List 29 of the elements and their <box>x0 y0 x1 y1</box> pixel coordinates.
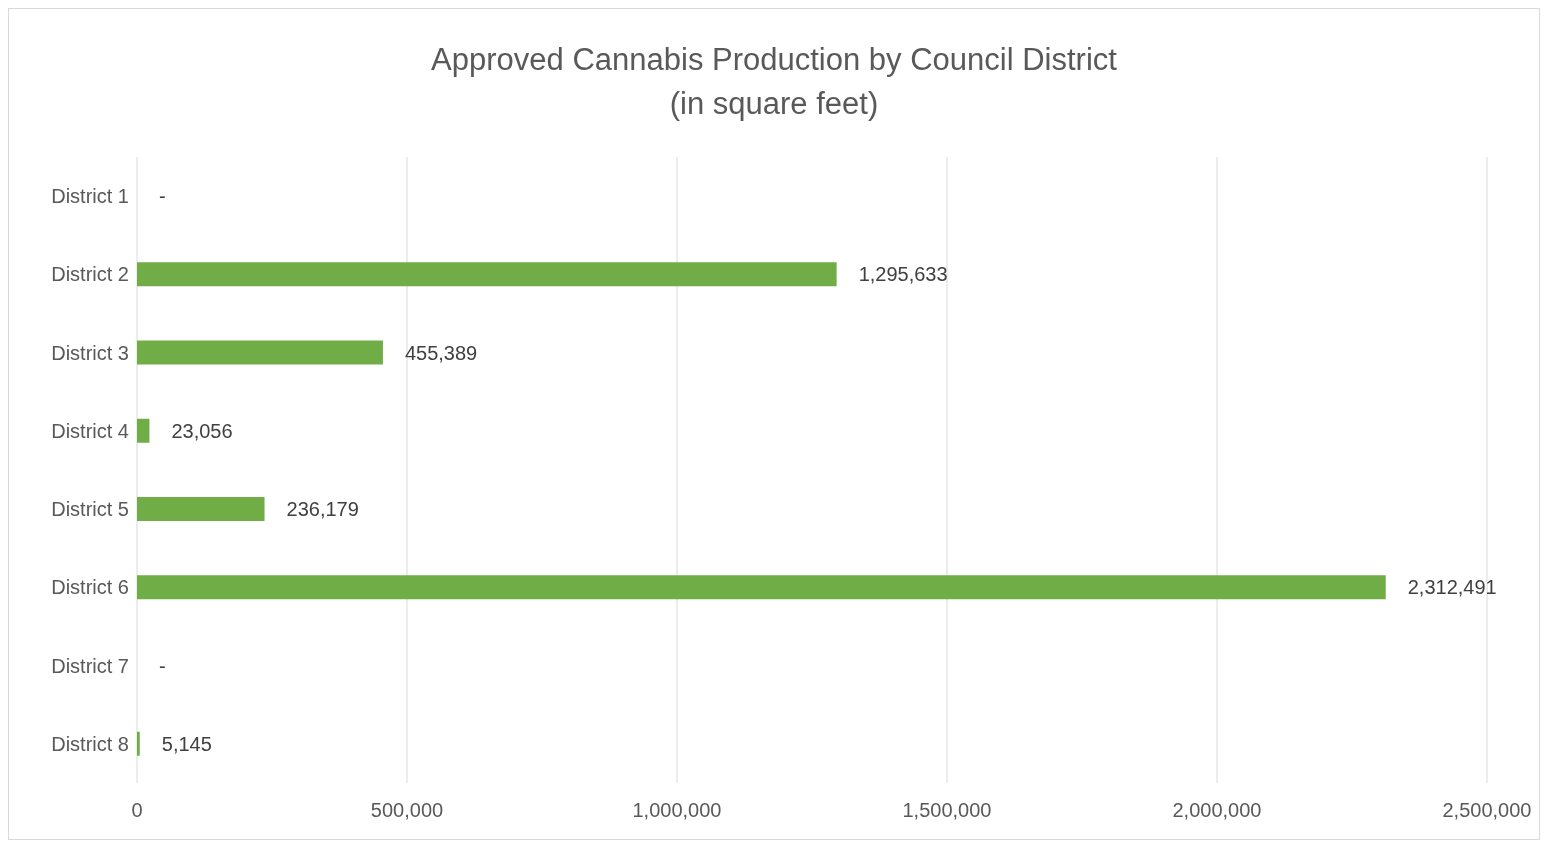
y-tick-label: District 5 <box>51 498 129 521</box>
data-label: 23,056 <box>171 419 233 442</box>
bar <box>137 731 140 756</box>
y-tick-label: District 6 <box>51 576 129 599</box>
x-tick-label: 1,000,000 <box>632 799 722 822</box>
y-tick-label: District 3 <box>51 341 129 364</box>
bar <box>137 575 1386 600</box>
data-label: - <box>159 185 166 208</box>
bar <box>137 340 383 365</box>
x-tick-label: 0 <box>131 799 143 822</box>
chart-title: Approved Cannabis Production by Council District (in square feet) <box>431 41 1117 123</box>
data-label: 236,179 <box>286 498 359 521</box>
bar <box>137 497 265 521</box>
y-tick-label: District 2 <box>51 263 129 286</box>
data-label: 2,312,491 <box>1407 576 1497 599</box>
bar <box>137 418 150 443</box>
data-label: 5,145 <box>161 732 212 755</box>
y-tick-label: District 4 <box>51 419 129 442</box>
x-tick-label: 1,500,000 <box>902 799 992 822</box>
x-tick-label: 2,500,000 <box>1442 799 1532 822</box>
data-label: - <box>159 654 166 677</box>
y-tick-label: District 1 <box>51 185 129 208</box>
x-tick-label: 2,000,000 <box>1172 799 1262 822</box>
x-tick-label: 500,000 <box>370 799 444 822</box>
y-tick-label: District 7 <box>51 654 129 677</box>
bar <box>137 262 837 287</box>
data-label: 1,295,633 <box>858 263 948 286</box>
y-tick-label: District 8 <box>51 732 129 755</box>
data-label: 455,389 <box>404 341 478 364</box>
